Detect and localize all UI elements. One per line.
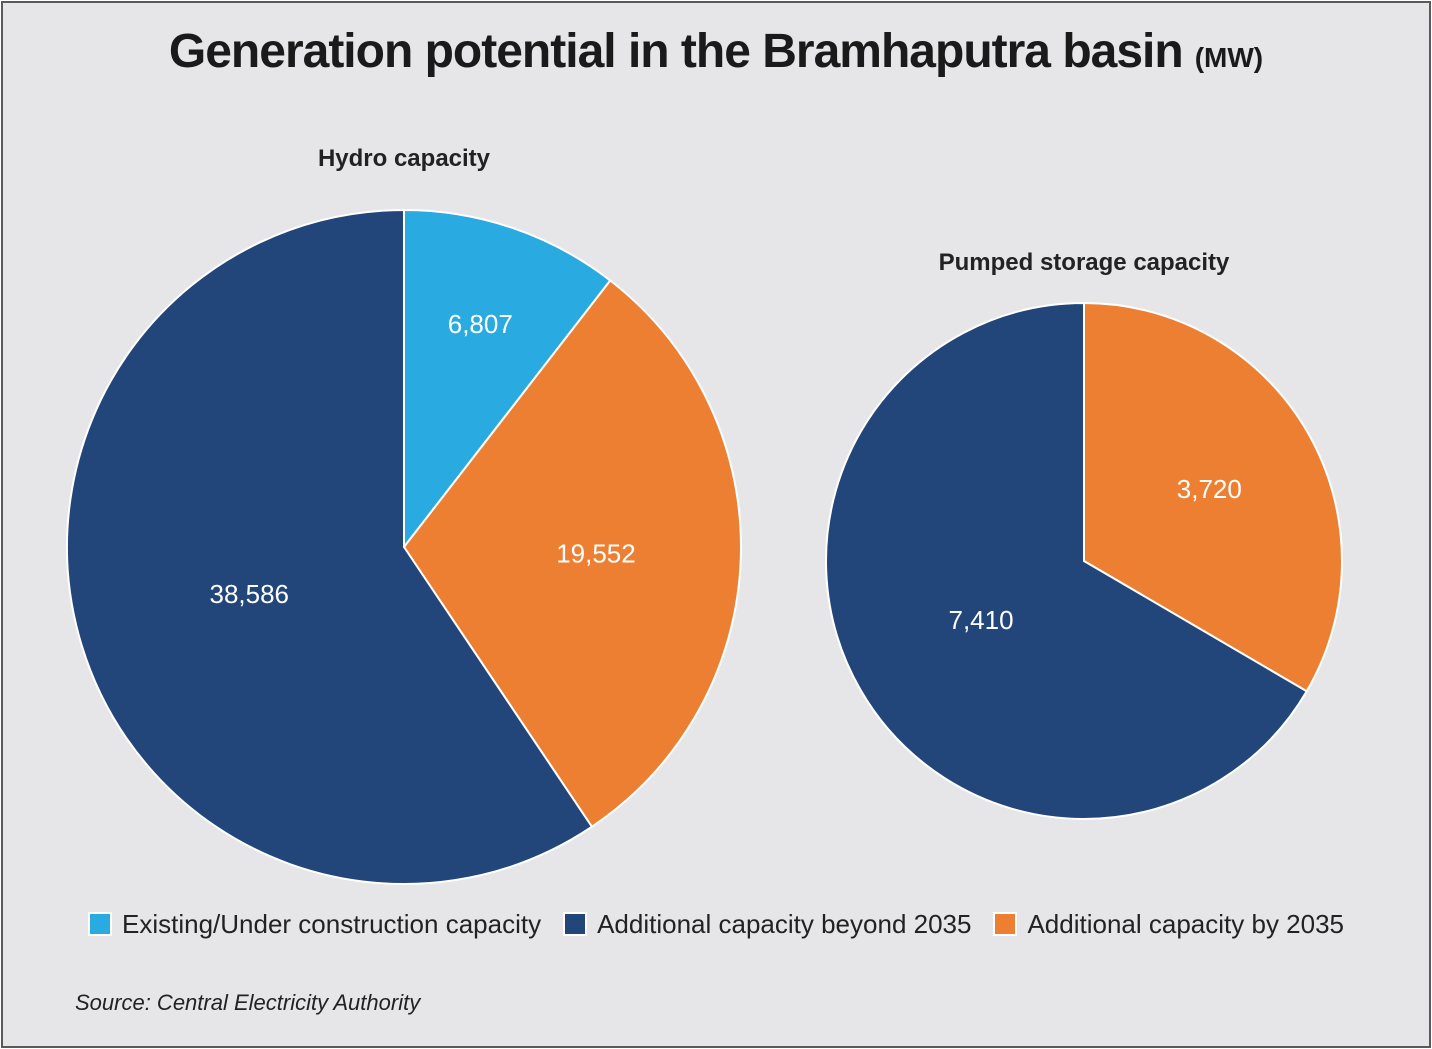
- pie-slice-label-1-0: 3,720: [1177, 474, 1242, 504]
- pie-slice-label-1-1: 7,410: [949, 605, 1014, 635]
- legend-item-existing: Existing/Under construction capacity: [87, 908, 542, 940]
- chart-title: Generation potential in the Bramhaputra …: [168, 25, 1184, 78]
- legend-swatch-existing: [87, 912, 112, 936]
- pie-slice-0-2: [66, 208, 594, 885]
- legend-item-by-2035: Additional capacity by 2035: [993, 908, 1344, 940]
- chart-title-row: Generation potential in the Bramhaputra …: [3, 24, 1429, 79]
- legend: Existing/Under construction capacity Add…: [3, 908, 1429, 940]
- pie-slice-1-0: [1083, 301, 1343, 693]
- legend-swatch-beyond-2035: [563, 912, 588, 936]
- legend-swatch-by-2035: [993, 912, 1018, 936]
- legend-label-by-2035: Additional capacity by 2035: [1027, 909, 1345, 939]
- pie-slice-0-1: [402, 279, 742, 829]
- hydro-pie-title: Hydro capacity: [318, 145, 491, 172]
- pie-slice-label-0-1: 19,552: [556, 538, 636, 568]
- hydro-pie: 6,807 19,552 38,586: [66, 208, 742, 885]
- pie-slice-label-0-0: 6,807: [448, 309, 513, 339]
- source-note: Source: Central Electricity Authority: [75, 990, 421, 1015]
- pie-slice-0-0: [403, 208, 612, 550]
- chart-title-unit: (MW): [1194, 42, 1264, 73]
- pumped-storage-pie: 3,720 7,410: [825, 301, 1343, 820]
- legend-label-beyond-2035: Additional capacity beyond 2035: [597, 909, 972, 939]
- pie-slice-1-1: [825, 301, 1309, 820]
- legend-label-existing: Existing/Under construction capacity: [121, 909, 542, 939]
- pumped-pie-title: Pumped storage capacity: [939, 249, 1230, 276]
- legend-item-beyond-2035: Additional capacity beyond 2035: [563, 908, 971, 940]
- pie-slice-label-0-2: 38,586: [209, 579, 289, 609]
